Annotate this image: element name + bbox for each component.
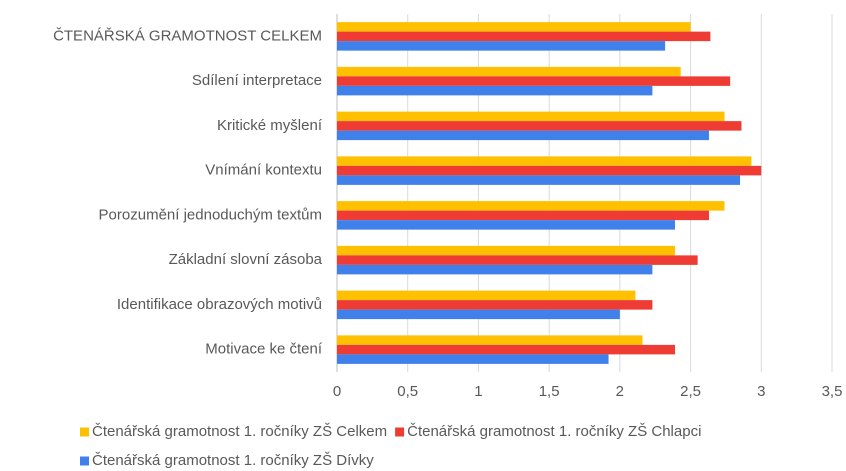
bar xyxy=(337,31,711,42)
x-tick-label: 2 xyxy=(616,383,624,400)
y-tick-label: Vnímání kontextu xyxy=(205,162,322,179)
bar xyxy=(337,66,681,77)
y-tick-label: Motivace ke čtení xyxy=(205,341,323,358)
legend-label: Čtenářská gramotnost 1. ročníky ZŠ Dívky xyxy=(92,452,374,469)
bar xyxy=(337,121,742,131)
bar xyxy=(337,255,698,265)
bar xyxy=(337,156,752,166)
bar xyxy=(337,130,709,141)
x-tick-label: 3,5 xyxy=(822,383,843,400)
bar xyxy=(337,354,609,364)
bar xyxy=(337,76,731,86)
x-tick-label: 2,5 xyxy=(680,383,701,400)
bar xyxy=(337,290,636,301)
x-tick-label: 0 xyxy=(333,383,341,400)
bar xyxy=(337,220,676,230)
bar xyxy=(337,210,709,221)
y-tick-label: Porozumění jednoduchým textům xyxy=(99,206,322,223)
bar xyxy=(337,344,676,355)
legend-label: Čtenářská gramotnost 1. ročníky ZŠ Celke… xyxy=(92,423,387,440)
y-tick-label: Identifikace obrazových motivů xyxy=(117,296,322,313)
x-tick-label: 3 xyxy=(757,383,765,400)
bar xyxy=(337,264,653,275)
bar xyxy=(337,201,725,211)
y-tick-label: Kritické myšlení xyxy=(217,117,323,134)
x-tick-label: 0,5 xyxy=(397,383,418,400)
bar xyxy=(337,300,653,310)
bar xyxy=(337,111,725,122)
bar xyxy=(337,85,653,96)
y-tick-label: Základní slovní zásoba xyxy=(169,251,323,268)
bar xyxy=(337,41,666,51)
legend-swatch xyxy=(80,456,89,466)
y-tick-label: Sdílení interpretace xyxy=(192,72,322,89)
y-tick-label: ČTENÁŘSKÁ GRAMOTNOST CELKEM xyxy=(53,27,322,44)
bar xyxy=(337,175,741,185)
legend-swatch xyxy=(80,427,89,437)
bar xyxy=(337,245,676,256)
bar xyxy=(337,335,643,345)
bar xyxy=(337,309,620,320)
x-tick-label: 1 xyxy=(474,383,482,400)
bar xyxy=(337,165,762,176)
legend-label: Čtenářská gramotnost 1. ročníky ZŠ Chlap… xyxy=(407,423,701,440)
x-tick-label: 1,5 xyxy=(539,383,560,400)
bar xyxy=(337,22,691,32)
legend-swatch xyxy=(395,427,405,437)
